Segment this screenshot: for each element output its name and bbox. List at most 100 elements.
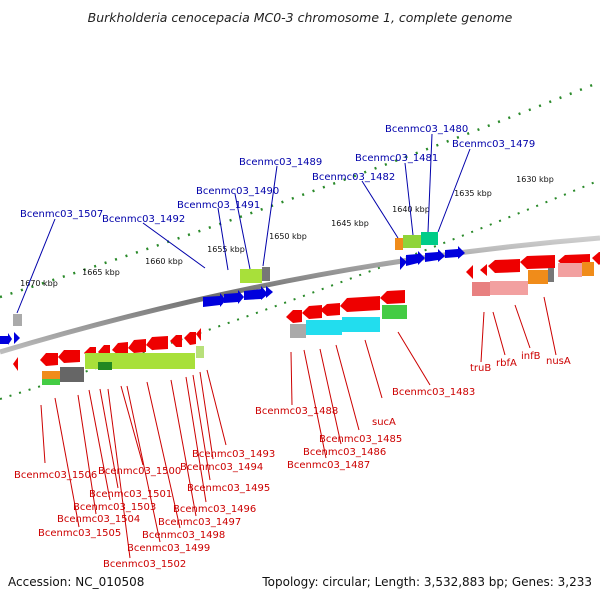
gene-label-bcenmc03-1503: Bcenmc03_1503 [73, 502, 156, 513]
feature-orange [395, 238, 403, 250]
gene-label-bcenmc03-1483: Bcenmc03_1483 [392, 387, 475, 398]
forward-features-right [395, 232, 465, 270]
feature-cyan [342, 317, 380, 332]
gene-arrow [13, 357, 18, 371]
gene-label-bcenmc03-1493: Bcenmc03_1493 [192, 449, 275, 460]
gene-label-bcenmc03-1485: Bcenmc03_1485 [319, 434, 402, 445]
feature-orange [528, 270, 548, 284]
gene-arrow [340, 296, 380, 312]
tick-label-1630: 1630 kbp [516, 175, 554, 184]
gene-arrow [380, 290, 405, 304]
feature-dark-green [98, 362, 112, 370]
gene-arrow [196, 328, 201, 341]
forward-leaders [16, 133, 471, 314]
feature-green [240, 269, 262, 283]
feature-cyan [306, 320, 342, 335]
feature-green [382, 305, 407, 319]
tick-labels: 1630 kbp 1635 kbp 1640 kbp 1645 kbp 1650… [20, 175, 554, 288]
forward-labels: Bcenmc03_1480 Bcenmc03_1479 Bcenmc03_148… [20, 124, 535, 225]
gene-arrow [224, 290, 244, 304]
gene-label-bcenmc03-1505: Bcenmc03_1505 [38, 528, 121, 539]
gene-arrow [112, 342, 128, 355]
feature-pink [490, 281, 528, 295]
gene-arrow [445, 246, 465, 259]
tick-label-1670: 1670 kbp [20, 279, 58, 288]
gene-label-bcenmc03-1481: Bcenmc03_1481 [355, 153, 438, 164]
reverse-features-mid [286, 290, 407, 338]
feature-grey [60, 367, 84, 382]
feature-orange [582, 262, 594, 276]
gene-label-bcenmc03-1500: Bcenmc03_1500 [98, 466, 181, 477]
gene-arrow [488, 259, 520, 273]
gene-arrow [146, 336, 168, 350]
tick-label-1645: 1645 kbp [331, 219, 369, 228]
feature-grey [262, 267, 270, 281]
gene-arrow [302, 305, 322, 319]
gene-arrow [128, 339, 146, 353]
gene-label-bcenmc03-1487: Bcenmc03_1487 [287, 460, 370, 471]
feature-green-block [85, 353, 195, 369]
gene-arrow [286, 310, 302, 323]
tick-label-1655: 1655 kbp [207, 245, 245, 254]
gene-arrow [480, 264, 487, 276]
tick-label-1650: 1650 kbp [269, 232, 307, 241]
gene-label-bcenmc03-1496: Bcenmc03_1496 [173, 504, 256, 515]
inner-ruler [0, 80, 600, 299]
gene-label-bcenmc03-1486: Bcenmc03_1486 [303, 447, 386, 458]
gene-label-bcenmc03-1499: Bcenmc03_1499 [127, 543, 210, 554]
gene-arrow [266, 286, 273, 298]
gene-arrow [184, 332, 196, 345]
feature-grey [548, 268, 554, 282]
tick-label-1635: 1635 kbp [454, 189, 492, 198]
gene-label-bcenmc03-1498: Bcenmc03_1498 [142, 530, 225, 541]
gene-label-bcenmc03-1494: Bcenmc03_1494 [180, 462, 263, 473]
gene-label-bcenmc03-1506: Bcenmc03_1506 [14, 470, 97, 481]
gene-label-infb: infB [521, 351, 541, 362]
feature-pink [472, 282, 490, 296]
gene-arrow [0, 333, 12, 345]
reverse-leaders [40, 296, 557, 559]
gene-arrow [400, 256, 407, 270]
gene-label-bcenmc03-1482: Bcenmc03_1482 [312, 172, 395, 183]
reverse-features-left [13, 328, 204, 385]
gene-arrow [14, 332, 20, 344]
gene-arrow [320, 303, 340, 316]
feature-grey [290, 324, 306, 338]
gene-arrow [170, 335, 182, 347]
feature-green [196, 346, 204, 358]
tick-label-1640: 1640 kbp [392, 205, 430, 214]
feature-orange [42, 371, 60, 379]
genome-backbone [0, 235, 600, 355]
gene-label-bcenmc03-1480: Bcenmc03_1480 [385, 124, 468, 135]
reverse-features-right [466, 252, 600, 296]
gene-label-bcenmc03-1501: Bcenmc03_1501 [89, 489, 172, 500]
gene-label-bcenmc03-1497: Bcenmc03_1497 [158, 517, 241, 528]
reverse-labels: Bcenmc03_1483 truB rbfA infB nusA sucA B… [14, 351, 571, 570]
gene-label-bcenmc03-1507: Bcenmc03_1507 [20, 209, 103, 220]
gene-arrow [520, 255, 555, 269]
gene-label-trub: truB [470, 363, 491, 374]
gene-label-bcenmc03-1495: Bcenmc03_1495 [187, 483, 270, 494]
gene-arrow [244, 286, 268, 300]
gene-arrow [466, 265, 473, 279]
gene-arrow [406, 251, 425, 266]
feature-grey [13, 314, 22, 326]
gene-arrow [40, 353, 58, 366]
map-title: Burkholderia cenocepacia MC0-3 chromosom… [88, 10, 513, 25]
forward-features-left [0, 314, 22, 345]
gene-label-bcenmc03-1502: Bcenmc03_1502 [103, 559, 186, 570]
gene-label-bcenmc03-1491: Bcenmc03_1491 [177, 200, 260, 211]
gene-label-bcenmc03-1492: Bcenmc03_1492 [102, 214, 185, 225]
feature-green [403, 235, 421, 248]
feature-cyan [421, 232, 438, 245]
gene-label-suca: sucA [372, 417, 396, 428]
gene-label-bcenmc03-1479: Bcenmc03_1479 [452, 139, 535, 150]
gene-arrow [203, 293, 226, 307]
topology-text: Topology: circular; Length: 3,532,883 bp… [261, 575, 592, 589]
forward-features-mid [203, 267, 273, 307]
feature-green [42, 379, 60, 385]
gene-arrow [592, 252, 600, 265]
accession-text: Accession: NC_010508 [8, 575, 144, 589]
gene-label-bcenmc03-1489: Bcenmc03_1489 [239, 157, 322, 168]
